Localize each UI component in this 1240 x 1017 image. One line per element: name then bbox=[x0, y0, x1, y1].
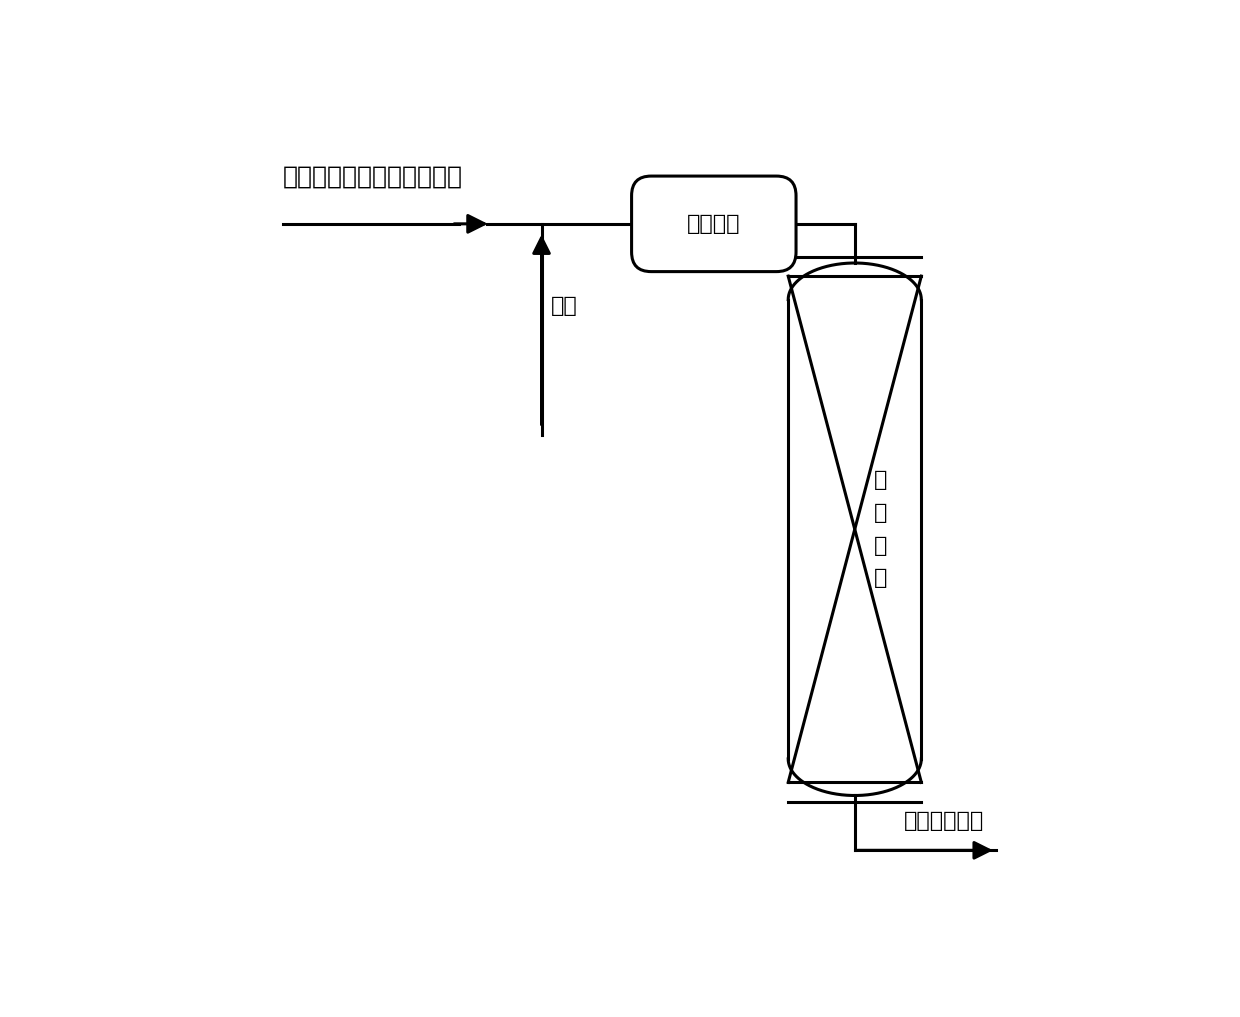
Text: 空气: 空气 bbox=[551, 296, 578, 316]
Text: 二氧化碳气体: 二氧化碳气体 bbox=[904, 811, 985, 831]
Text: 含有甲硫醇的二氧化碳气体: 含有甲硫醇的二氧化碳气体 bbox=[283, 165, 463, 188]
FancyBboxPatch shape bbox=[631, 176, 796, 272]
Text: 反
应
系
统: 反 应 系 统 bbox=[874, 470, 888, 589]
Text: 配气系统: 配气系统 bbox=[687, 214, 740, 234]
